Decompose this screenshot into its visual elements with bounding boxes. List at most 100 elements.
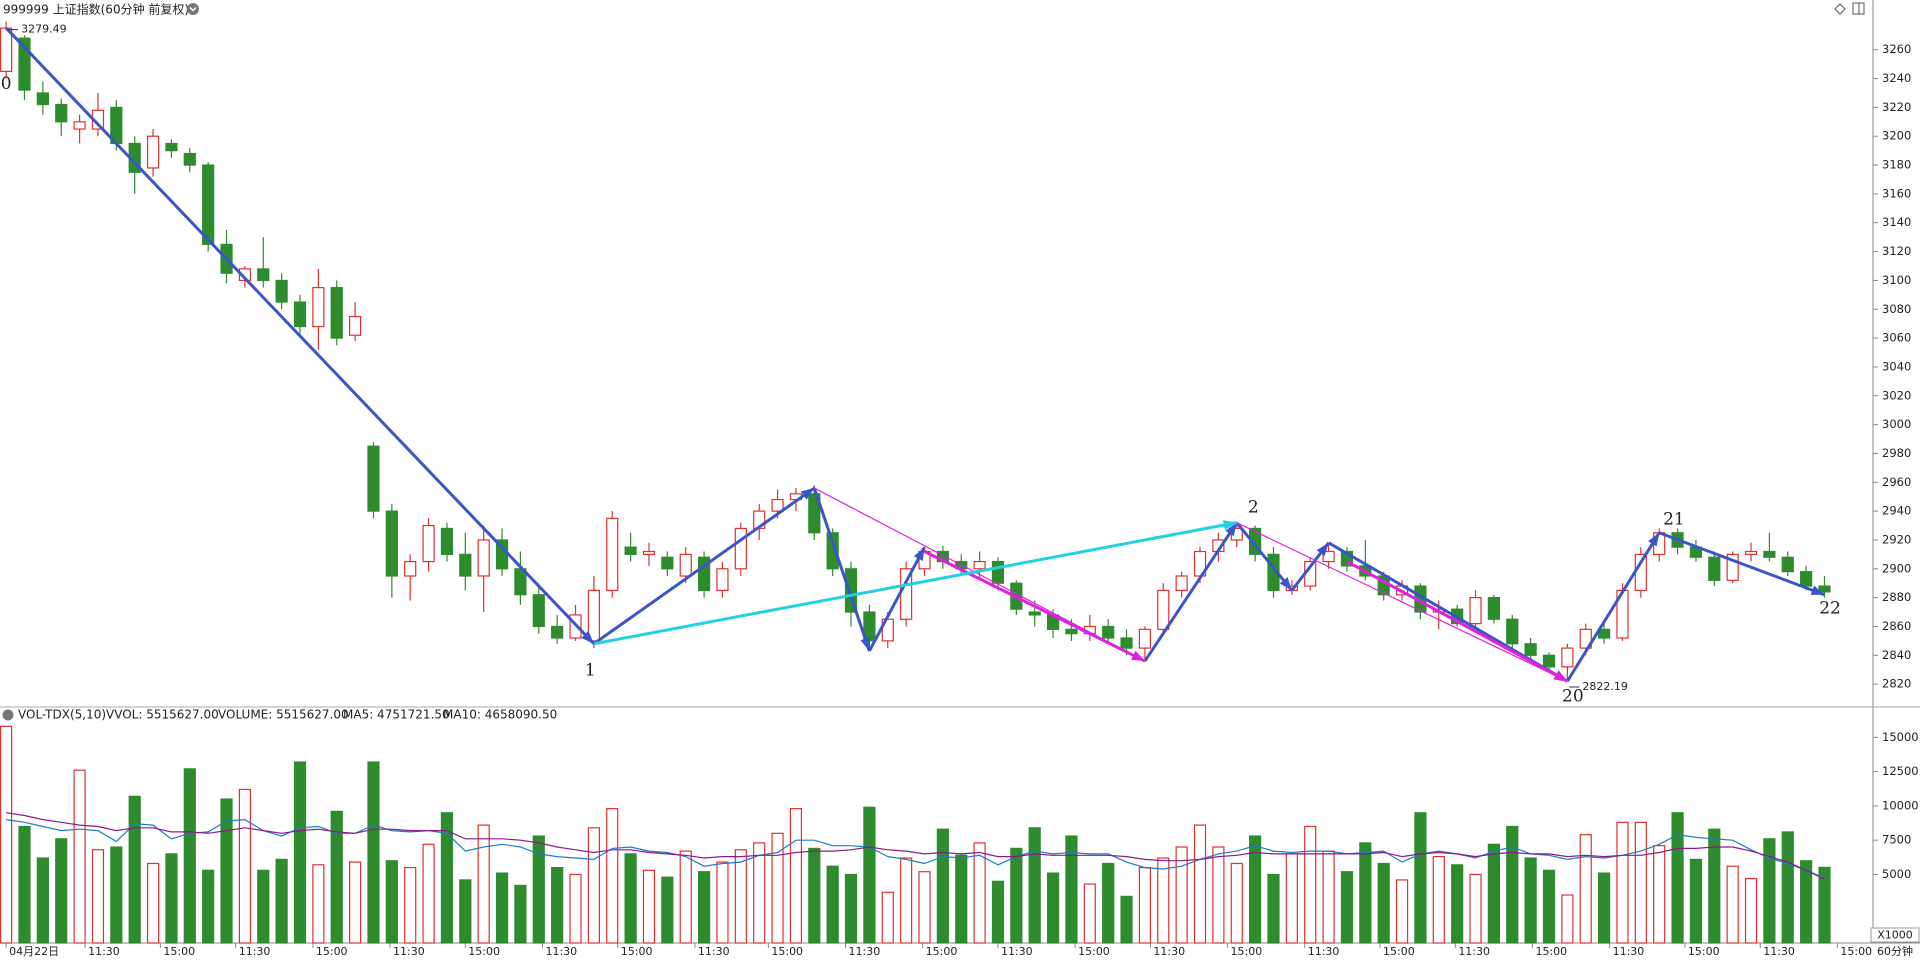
y-tick-label: 3200 xyxy=(1882,129,1911,143)
volume-bar xyxy=(1175,846,1188,944)
x-tick-label: 11:30 xyxy=(1153,945,1185,958)
trendline xyxy=(1566,531,1661,683)
candle-body xyxy=(973,560,986,570)
wave-label: 20 xyxy=(1562,687,1584,707)
indicator-value: VOLUME: 5515627.00 xyxy=(218,708,349,722)
volume-bar xyxy=(202,869,215,944)
volume-bar xyxy=(1377,862,1390,944)
candle-body xyxy=(183,152,196,166)
y-tick-label: 3160 xyxy=(1882,186,1911,200)
candle-body xyxy=(312,287,325,328)
x-tick-label: 11:30 xyxy=(849,945,881,958)
candle-body xyxy=(55,103,68,123)
candle-body xyxy=(1138,628,1152,649)
volume-bar xyxy=(367,761,380,944)
arrowhead xyxy=(1225,522,1237,537)
menu-icon[interactable] xyxy=(187,3,199,15)
x-tick-label: 04月22日 xyxy=(9,945,59,958)
indicator-menu-icon[interactable] xyxy=(2,709,14,721)
candle-body xyxy=(1322,550,1335,563)
volume-bar xyxy=(422,843,435,944)
candle-body xyxy=(404,560,417,577)
volume-bar xyxy=(1469,873,1482,944)
x-tick-label: 15:00 xyxy=(926,945,958,958)
volume-bar xyxy=(1542,869,1556,944)
volume-bar xyxy=(1083,883,1096,944)
y-tick-label: 3120 xyxy=(1882,244,1911,258)
volume-bar xyxy=(826,865,839,944)
candle-body xyxy=(349,315,362,336)
candle-body xyxy=(1102,625,1115,639)
candle-body xyxy=(422,524,435,563)
volume-bar xyxy=(514,884,527,944)
arrowhead xyxy=(1648,532,1660,547)
trendline xyxy=(868,546,926,652)
candle-body xyxy=(1579,628,1592,649)
x-tick-label: 15:00 xyxy=(621,945,653,958)
volume-bar xyxy=(1451,864,1464,944)
candle-body xyxy=(697,556,711,592)
candle-body xyxy=(532,594,545,628)
arrowhead xyxy=(1553,670,1568,682)
x-tick-label: 15:00 xyxy=(1383,945,1415,958)
diamond-icon[interactable] xyxy=(1834,3,1846,15)
volume-bar xyxy=(495,872,509,944)
volume-bar xyxy=(624,853,637,944)
candle-body xyxy=(551,625,564,639)
chart-title: 999999 上证指数(60分钟 前复权) xyxy=(3,2,189,17)
candle-body xyxy=(734,527,747,570)
y-tick-label: 2960 xyxy=(1882,475,1911,489)
volume-bar xyxy=(220,798,233,944)
candle-body xyxy=(1800,571,1813,587)
volume-bar xyxy=(753,842,766,944)
y-tick-label: 3180 xyxy=(1882,158,1911,172)
volume-bar xyxy=(1285,853,1298,944)
volume-bar xyxy=(1800,860,1813,944)
y-tick-label: 3140 xyxy=(1882,215,1911,229)
volume-bar xyxy=(183,768,196,944)
volume-bar xyxy=(1744,877,1758,944)
volume-bar xyxy=(991,880,1005,944)
candle-body xyxy=(1708,556,1721,581)
y-tick-label: 2840 xyxy=(1882,648,1911,662)
candle-body xyxy=(844,568,858,613)
candle-body xyxy=(1524,643,1537,656)
unit-box xyxy=(1870,927,1920,943)
wave-label: 21 xyxy=(1663,509,1685,529)
arrowhead xyxy=(860,637,870,651)
y-tick-label: 2920 xyxy=(1882,532,1911,546)
candle-body xyxy=(275,279,288,303)
x-tick-label: 15:00 xyxy=(1535,945,1567,958)
y-tick-label: 2980 xyxy=(1882,446,1911,460)
x-tick-label: 15:00 xyxy=(163,945,195,958)
candle-body xyxy=(0,27,13,72)
volume-bar xyxy=(385,860,398,944)
volume-bar xyxy=(716,861,729,944)
volume-bar xyxy=(404,866,417,944)
volume-bar xyxy=(900,857,913,944)
x-tick-label: 11:30 xyxy=(1308,945,1340,958)
x-tick-label: 11:30 xyxy=(698,945,730,958)
volume-bar xyxy=(881,891,894,944)
candle-body xyxy=(1726,553,1739,581)
volume-bar xyxy=(55,838,68,944)
candle-body xyxy=(991,560,1005,584)
volume-bar xyxy=(1597,872,1611,944)
volume-bar xyxy=(1395,879,1409,944)
volume-bar xyxy=(1524,857,1537,944)
y-tick-label: 3080 xyxy=(1882,302,1911,316)
y-tick-label: 15000 xyxy=(1882,730,1919,744)
x-tick-label: 11:30 xyxy=(239,945,271,958)
candle-body xyxy=(440,527,454,555)
candle-body xyxy=(257,268,270,282)
volume-bar xyxy=(257,869,270,944)
y-tick-label: 12500 xyxy=(1882,764,1919,778)
volume-bar xyxy=(587,827,600,944)
volume-bar xyxy=(1653,845,1666,944)
x-tick-label: 15:00 xyxy=(316,945,348,958)
indicator-value: MA10: 4658090.50 xyxy=(443,708,557,722)
volume-bar xyxy=(1249,835,1262,944)
y-tick-label: 2900 xyxy=(1882,561,1911,575)
x-tick-label: 11:30 xyxy=(1763,945,1795,958)
